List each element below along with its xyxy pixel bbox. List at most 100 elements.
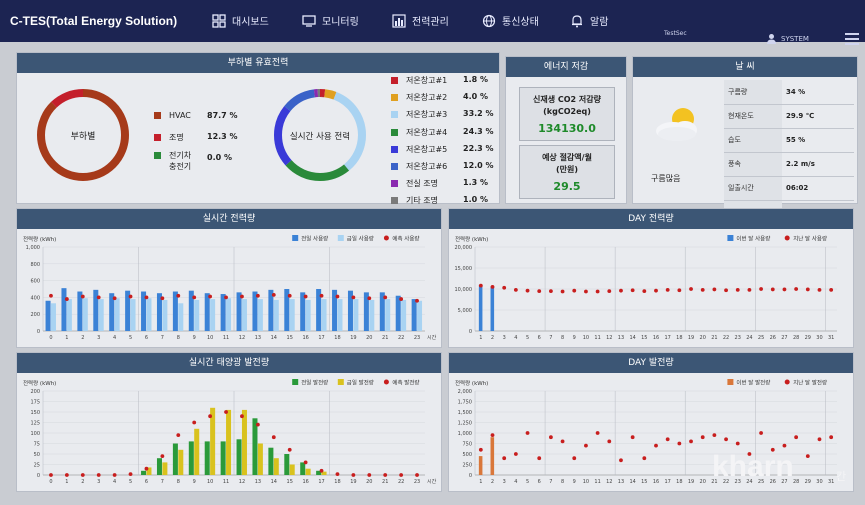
data-point [829,287,834,292]
system-user-menu[interactable]: SYSTEM [766,33,809,44]
data-point [144,466,149,471]
bar [172,443,178,475]
legend-label: 저온창고#4 [406,127,448,137]
day-solar-chart: 전력량 (kWh) 이번 달 발전량 지난 달 발전량 0 250 500 750 1,000… [455,379,837,485]
data-point [478,283,483,288]
bar [236,439,242,475]
data-point [560,289,565,294]
legend-swatch [391,94,398,102]
legend-label: 지난 달 사용량 [793,235,827,243]
x-tick-label: 1 [479,335,482,341]
bar [220,294,226,331]
data-point [49,473,53,477]
y-tick-label: 750 [462,442,472,448]
x-tick-label: 9 [193,479,196,485]
realtime-solar-chart: 전력량 (kWh) 전일 발전량 금일 발전량 예측 발전량0255075100125… [23,379,437,486]
bar [172,291,178,331]
bell-icon [572,14,582,27]
bar [337,299,343,331]
x-tick-label: 31 [828,335,834,341]
legend-value: 33.2 % [463,109,494,119]
x-tick-label: 21 [711,335,717,341]
legend-swatch [391,163,398,170]
data-point [537,289,542,293]
data-point [759,431,763,435]
data-point [654,288,658,293]
x-tick-label: 19 [350,479,356,485]
top-nav-bar: C-TES(Total Energy Solution) 대시보드 모니터링 전… [0,0,865,45]
data-point [64,473,69,477]
x-tick-label: 1 [65,335,68,341]
y-tick-label: 1,500 [458,410,472,416]
x-tick-label: 25 [758,335,764,341]
hamburger-menu-icon[interactable] [845,33,859,45]
legend-value: 1.8 % [463,75,488,84]
x-tick-label: 2 [81,335,84,341]
x-tick-label: 18 [676,479,682,485]
x-tick-label: 17 [318,479,324,485]
x-tick-label: 7 [549,335,552,341]
bar [141,470,147,475]
x-tick-label: 22 [398,479,404,485]
bar [316,470,322,475]
x-tick-label: 6 [538,335,541,341]
donut-slice [274,89,366,181]
co2-reduction-box: 신재생 CO2 저감량 (kgCO2eq) 134130.0 [519,87,615,141]
x-tick-label: 7 [161,479,164,485]
nav-monitoring-label: 모니터링 [322,17,359,28]
x-tick-label: 11 [594,479,600,485]
bar [130,299,136,331]
x-tick-label: 14 [271,335,277,341]
data-point [80,294,85,299]
nav-alarm[interactable]: 알람 [570,13,608,28]
day-power-panel: DAY 전력량 전력량 (kWh) 이번 달 사용량 지난 달 사용량 0 5,000 1… [448,208,854,348]
y-tick-label: 1,000 [26,245,40,251]
legend-label: 전일 발전량 [301,379,328,387]
data-point [160,454,165,458]
y-tick-label: 25 [34,463,40,469]
data-point [96,295,101,300]
bar [289,464,295,475]
nav-monitoring[interactable]: 모니터링 [302,13,359,28]
data-point [537,456,542,461]
data-point [584,443,588,448]
bar [289,299,295,331]
x-tick-label: 21 [382,335,388,341]
co2-reduction-value: 134130.0 [538,122,596,135]
nav-dashboard[interactable]: 대시보드 [212,13,269,28]
y-axis-label: 전력량 (kWh) [455,235,488,243]
x-tick-label: 20 [700,479,706,485]
data-point [525,431,530,435]
data-point [805,287,810,292]
bar [268,289,274,331]
bar [257,299,263,331]
x-tick-label: 15 [641,479,647,485]
y-tick-label: 200 [30,389,40,395]
y-tick-label: 20,000 [455,245,473,251]
legend-label: 예측 사용량 [392,235,419,243]
x-tick-label: 12 [606,335,612,341]
bar [226,298,232,331]
y-tick-label: 2,000 [458,389,472,395]
data-point [630,288,635,293]
nav-power-management[interactable]: 전력관리 [392,13,449,28]
nav-comm-status[interactable]: 통신상태 [482,13,539,28]
nav-alarm-label: 알람 [590,17,609,28]
x-tick-label: 0 [49,479,52,485]
x-tick-label: 22 [723,335,729,341]
x-tick-label: 16 [653,335,659,341]
data-point [794,435,799,440]
bar [141,291,147,331]
legend-swatch [337,379,344,385]
legend-swatch [391,180,398,188]
realtime-power-panel: 실시간 전력량 전력량 (kWh) 전일 사용량 금일 사용량 예측 사용량 0 200 4… [16,208,442,348]
x-tick-label: 21 [382,479,388,485]
monthly-savings-box: 예상 절감액/월 (만원) 29.5 [519,145,615,199]
x-tick-label: 13 [618,335,624,341]
nav-power-management-label: 전력관리 [412,17,449,28]
data-point [383,473,388,477]
x-tick-label: 21 [711,479,717,485]
bar [204,441,210,475]
x-tick-label: 10 [583,479,589,485]
